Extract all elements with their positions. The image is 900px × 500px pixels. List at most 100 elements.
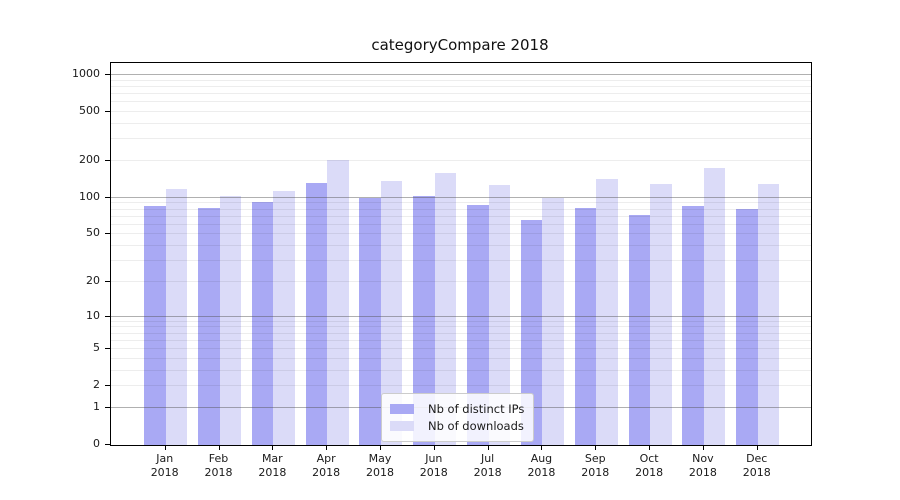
bar-downloads-feb xyxy=(219,195,242,445)
bar-ips-apr xyxy=(305,182,328,445)
gridline-minor xyxy=(111,123,811,125)
gridline-major xyxy=(111,196,811,198)
y-tick-label: 5 xyxy=(93,341,100,355)
bar-ips-oct xyxy=(628,215,651,445)
gridline-minor xyxy=(111,385,811,387)
y-tick-label: 0 xyxy=(93,437,100,450)
gridline-minor xyxy=(111,93,811,95)
legend-swatch-downloads-icon xyxy=(390,421,414,431)
x-tick-label-mar: Mar 2018 xyxy=(244,452,300,480)
x-tick-label-jul: Jul 2018 xyxy=(460,452,516,480)
y-tick-mark xyxy=(105,315,110,317)
x-tick-mark xyxy=(541,445,543,450)
gridline-minor xyxy=(111,215,811,217)
x-tick-month: Jul xyxy=(480,452,495,465)
x-tick-month: Feb xyxy=(208,452,229,465)
x-tick-year: 2018 xyxy=(742,466,771,479)
y-tick-label: 200 xyxy=(79,153,100,167)
x-tick-label-jun: Jun 2018 xyxy=(406,452,462,480)
x-tick-mark xyxy=(595,445,597,450)
bar-downloads-aug xyxy=(542,198,564,445)
x-tick-mark xyxy=(164,445,166,450)
bar-downloads-dec xyxy=(757,183,780,445)
y-tick-label: 1 xyxy=(93,399,100,413)
bar-downloads-jan xyxy=(165,189,188,445)
x-tick-year: 2018 xyxy=(688,466,717,479)
x-tick-label-aug: Aug 2018 xyxy=(513,452,569,480)
legend-label-distinct-ips: Nb of distinct IPs xyxy=(428,402,525,416)
gridline-minor xyxy=(111,111,811,113)
gridline-minor xyxy=(111,208,811,210)
bar-downloads-nov xyxy=(703,168,726,445)
x-tick-year: 2018 xyxy=(365,466,394,479)
bar-ips-may xyxy=(359,197,381,445)
y-tick-label: 1000 xyxy=(72,67,100,81)
gridline-minor xyxy=(111,260,811,262)
x-tick-mark xyxy=(487,445,489,450)
bar-ips-jan xyxy=(144,205,166,445)
x-tick-year: 2018 xyxy=(312,466,341,479)
gridline-minor xyxy=(111,233,811,235)
x-tick-month: Aug xyxy=(530,452,553,465)
x-tick-label-feb: Feb 2018 xyxy=(191,452,247,480)
x-tick-month: May xyxy=(368,452,392,465)
gridline-minor xyxy=(111,245,811,247)
x-tick-label-oct: Oct 2018 xyxy=(621,452,677,480)
y-tick-mark xyxy=(105,444,110,445)
x-tick-mark xyxy=(272,445,274,450)
x-tick-mark xyxy=(756,445,758,450)
x-tick-month: Dec xyxy=(746,452,768,465)
gridline-major xyxy=(111,315,811,317)
bar-ips-sep xyxy=(574,207,597,445)
x-tick-year: 2018 xyxy=(419,466,448,479)
bar-downloads-jun xyxy=(434,172,457,445)
x-tick-month: Mar xyxy=(261,452,283,465)
x-tick-month: Nov xyxy=(692,452,714,465)
x-tick-label-may: May 2018 xyxy=(352,452,408,480)
x-tick-year: 2018 xyxy=(527,466,556,479)
y-tick-mark xyxy=(105,406,110,408)
grid-layer xyxy=(111,63,811,445)
gridline-minor xyxy=(111,320,811,322)
gridline-minor xyxy=(111,339,811,341)
gridline-minor xyxy=(111,138,811,140)
gridline-major xyxy=(111,74,811,76)
y-tick-mark xyxy=(105,160,110,162)
legend-item-distinct-ips: Nb of distinct IPs xyxy=(390,402,524,416)
x-tick-month: Jan xyxy=(156,452,174,465)
bar-downloads-mar xyxy=(273,190,295,445)
x-tick-month: Sep xyxy=(584,452,606,465)
x-tick-year: 2018 xyxy=(258,466,287,479)
y-tick-label: 500 xyxy=(79,104,100,118)
bar-downloads-sep xyxy=(596,179,618,445)
x-tick-year: 2018 xyxy=(473,466,502,479)
y-tick-mark xyxy=(105,74,110,76)
y-tick-mark xyxy=(105,196,110,198)
y-tick-mark xyxy=(105,111,110,113)
y-tick-label: 20 xyxy=(86,273,100,287)
gridline-minor xyxy=(111,202,811,204)
y-tick-label: 10 xyxy=(86,308,100,322)
legend: Nb of distinct IPs Nb of downloads xyxy=(381,393,535,442)
x-tick-label-dec: Dec 2018 xyxy=(729,452,785,480)
x-tick-label-sep: Sep 2018 xyxy=(567,452,623,480)
x-tick-year: 2018 xyxy=(581,466,610,479)
gridline-minor xyxy=(111,332,811,334)
x-tick-month: Oct xyxy=(639,452,659,465)
bar-ips-mar xyxy=(251,201,274,445)
x-tick-mark xyxy=(379,445,381,450)
y-tick-label: 100 xyxy=(79,189,100,203)
x-tick-year: 2018 xyxy=(635,466,664,479)
bar-downloads-apr xyxy=(327,159,349,445)
y-tick-label: 50 xyxy=(86,226,100,240)
bar-ips-nov xyxy=(682,205,704,445)
x-tick-mark xyxy=(433,445,435,450)
x-tick-mark xyxy=(218,445,220,450)
plot-area: Nb of distinct IPs Nb of downloads xyxy=(110,62,812,446)
x-tick-month: Jun xyxy=(425,452,443,465)
bar-downloads-jul xyxy=(488,185,511,445)
x-tick-mark xyxy=(649,445,651,450)
legend-swatch-distinct-ips-icon xyxy=(390,404,414,414)
y-tick-mark xyxy=(105,233,110,235)
x-tick-label-apr: Apr 2018 xyxy=(298,452,354,480)
